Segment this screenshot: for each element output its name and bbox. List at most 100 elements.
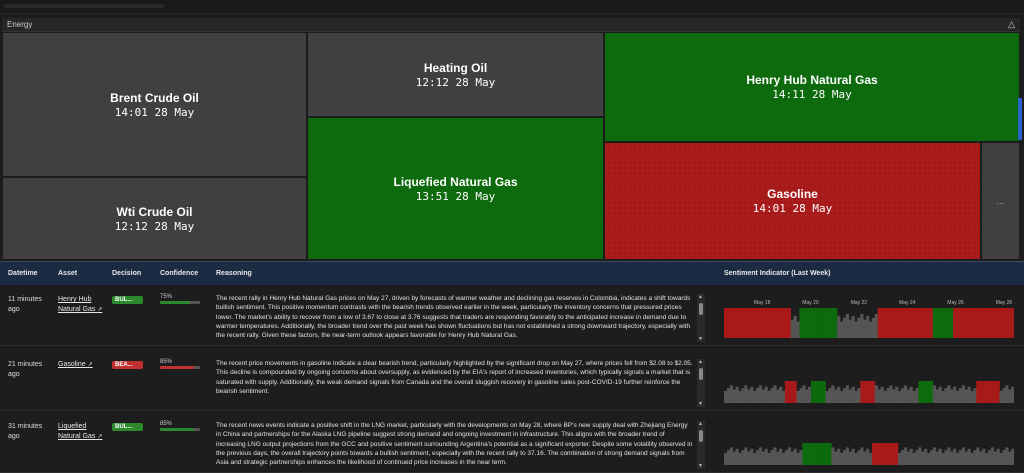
row-asset-link[interactable]: Liquefied Natural Gas ↗ xyxy=(58,422,106,442)
row-asset-link[interactable]: Henry Hub Natural Gas ↗ xyxy=(58,295,106,315)
treemap-tile-gasoline[interactable]: Gasoline 14:01 28 May xyxy=(604,142,981,260)
row-asset-link[interactable]: Gasoline ↗ xyxy=(58,360,106,370)
sentiment-bar xyxy=(828,388,832,403)
treemap-tile-wti-crude-oil[interactable]: Wti Crude Oil 12:12 28 May xyxy=(2,177,307,260)
sentiment-bar xyxy=(808,386,812,403)
scroll-down-icon[interactable]: ▼ xyxy=(698,401,703,407)
sentiment-bar xyxy=(851,448,855,465)
asset-name[interactable]: Gasoline xyxy=(58,361,86,368)
reasoning-scrollbar[interactable]: ▲ ▼ xyxy=(697,359,705,407)
sentiment-bar xyxy=(863,451,867,465)
scroll-up-icon[interactable]: ▲ xyxy=(698,294,703,300)
sentiment-bar xyxy=(1008,389,1012,403)
confidence-track xyxy=(160,366,200,369)
scroll-up-icon[interactable]: ▲ xyxy=(698,421,703,427)
reasoning-scrollbar-thumb[interactable] xyxy=(699,303,703,315)
scroll-down-icon[interactable]: ▼ xyxy=(698,336,703,342)
sentiment-bar xyxy=(828,308,832,338)
header-sentiment[interactable]: Sentiment Indicator (Last Week) xyxy=(724,270,831,277)
sentiment-bar xyxy=(857,450,861,465)
tile-time: 14:11 28 May xyxy=(772,88,852,101)
sentiment-bar xyxy=(753,452,757,465)
triangle-up-icon[interactable]: △ xyxy=(1008,19,1015,29)
sentiment-bar xyxy=(886,308,890,338)
sentiment-bar xyxy=(898,308,902,338)
sentiment-bar xyxy=(767,308,771,338)
confidence-percent: 75% xyxy=(160,294,173,300)
treemap-tile-heating-oil[interactable]: Heating Oil 12:12 28 May xyxy=(307,32,604,117)
sentiment-bar xyxy=(758,385,762,403)
sentiment-bar xyxy=(871,443,876,465)
header-confidence[interactable]: Confidence xyxy=(160,270,199,277)
sentiment-bar xyxy=(935,308,939,338)
reasoning-scrollbar[interactable]: ▲ ▼ xyxy=(697,421,705,469)
confidence-meter: 75% xyxy=(160,294,200,304)
sentiment-sparkline: May 18 May 20 May 22 May 24 May 26 May 28 xyxy=(724,300,1014,339)
sentiment-bar xyxy=(848,389,852,403)
sentiment-bar xyxy=(837,386,841,403)
page-scrollbar-thumb[interactable] xyxy=(1018,98,1022,140)
sentiment-bar xyxy=(758,308,762,338)
asset-name[interactable]: Liquefied Natural Gas xyxy=(58,423,96,440)
sentiment-bar xyxy=(996,448,1000,465)
sentiment-bar xyxy=(755,308,760,338)
header-datetime[interactable]: Datetime xyxy=(8,270,38,277)
reasoning-scrollbar-thumb[interactable] xyxy=(699,430,703,442)
sentiment-bar xyxy=(996,381,1000,403)
asset-name[interactable]: Henry Hub Natural Gas xyxy=(58,296,96,313)
scroll-up-icon[interactable]: ▲ xyxy=(698,359,703,365)
sentiment-bar xyxy=(903,447,907,465)
treemap-tile-brent-crude-oil[interactable]: Brent Crude Oil 14:01 28 May xyxy=(2,32,307,177)
sentiment-bar xyxy=(927,308,931,338)
treemap-tile-henry-hub-natural-gas[interactable]: Henry Hub Natural Gas 14:11 28 May xyxy=(604,32,1020,142)
sentiment-bar xyxy=(808,443,812,465)
section-title: Energy xyxy=(7,20,33,29)
sentiment-bar xyxy=(985,308,989,338)
sentiment-bar xyxy=(851,386,855,403)
sentiment-bar xyxy=(990,447,994,465)
header-decision[interactable]: Decision xyxy=(112,270,142,277)
sentiment-bar xyxy=(854,321,858,338)
tile-name: Henry Hub Natural Gas xyxy=(746,73,878,87)
sentiment-bar xyxy=(834,451,838,465)
sentiment-bar xyxy=(909,386,913,403)
sentiment-bar xyxy=(796,390,800,403)
external-link-icon[interactable]: ↗ xyxy=(97,434,103,440)
sentiment-bar xyxy=(802,385,806,403)
treemap-tile-liquefied-natural-gas[interactable]: Liquefied Natural Gas 13:51 28 May xyxy=(307,117,604,260)
sentiment-bar xyxy=(869,381,873,403)
reasoning-scrollbar-thumb[interactable] xyxy=(699,368,703,380)
sentiment-bar xyxy=(886,443,890,465)
reasoning-scrollbar[interactable]: ▲ ▼ xyxy=(697,294,705,342)
sentiment-bar xyxy=(932,447,936,465)
energy-section-header[interactable]: Energy △ xyxy=(2,18,1020,32)
header-reasoning[interactable]: Reasoning xyxy=(216,270,252,277)
external-link-icon[interactable]: ↗ xyxy=(97,307,103,313)
sentiment-bar xyxy=(938,386,942,403)
sentiment-bar xyxy=(883,443,887,465)
sentiment-bar xyxy=(837,448,841,465)
sentiment-bar xyxy=(840,390,844,403)
sentiment-bar xyxy=(842,317,847,338)
sentiment-bar xyxy=(950,389,954,403)
sentiment-bar xyxy=(967,308,971,338)
treemap-tile-more[interactable]: ... xyxy=(981,142,1020,260)
external-link-icon[interactable]: ↗ xyxy=(87,362,93,368)
sentiment-bar xyxy=(967,448,971,465)
sentiment-bar xyxy=(912,452,916,465)
scroll-down-icon[interactable]: ▼ xyxy=(698,463,703,469)
sentiment-bar xyxy=(863,319,867,339)
sentiment-bar xyxy=(906,389,910,403)
table-header: Datetime Asset Decision Confidence Reaso… xyxy=(0,261,1024,285)
sentiment-bar xyxy=(871,381,876,403)
sentiment-bar xyxy=(729,385,733,403)
sentiment-bar xyxy=(964,308,968,338)
sentiment-bar xyxy=(866,315,870,339)
reasoning-text: The recent news events indicate a positi… xyxy=(216,422,693,467)
header-asset[interactable]: Asset xyxy=(58,270,78,277)
sentiment-bar xyxy=(834,308,838,338)
sentiment-bar xyxy=(779,386,783,403)
sentiment-bar xyxy=(958,308,963,338)
sentiment-bar xyxy=(741,450,745,465)
sentiment-bar xyxy=(912,390,916,403)
